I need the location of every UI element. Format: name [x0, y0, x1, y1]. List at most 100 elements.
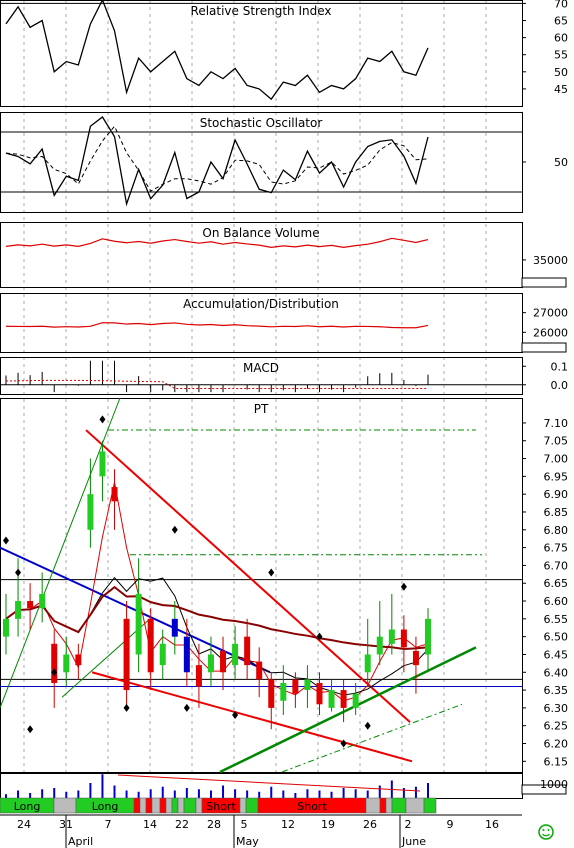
- candle-body: [244, 636, 251, 666]
- signal-segment-neutral: [53, 797, 77, 814]
- signal-segment-neutral: [239, 797, 247, 814]
- signal-segment-long: [171, 797, 179, 814]
- pivot-marker: [99, 415, 106, 424]
- green-trendline-short: [61, 618, 151, 698]
- candle-body: [292, 679, 299, 694]
- x-tick-label: 14: [143, 818, 157, 831]
- signal-segment-long: [391, 797, 407, 814]
- candle-body: [280, 682, 287, 701]
- green-trendline: [219, 646, 477, 774]
- y-tick-label: 7.00: [544, 453, 569, 466]
- moving-average-long: [5, 585, 429, 650]
- panel-title-ad: Accumulation/Distribution: [183, 297, 339, 311]
- ad-line: [5, 322, 429, 329]
- panel-title-price: PT: [254, 402, 269, 416]
- y-tick-label: 6.30: [544, 702, 569, 715]
- candle-body: [15, 601, 22, 619]
- signal-label: Short: [206, 800, 236, 813]
- y-tick-label: 6.55: [544, 613, 569, 626]
- candle-body: [220, 650, 227, 673]
- red-trendline-lower: [91, 671, 413, 763]
- volume-trend-line: [117, 774, 421, 792]
- y-tick-label: 1000: [540, 778, 568, 791]
- candle-body: [87, 494, 94, 530]
- signal-segment-short: [145, 797, 153, 814]
- month-label: April: [68, 835, 93, 848]
- candle-body: [75, 654, 82, 666]
- y-tick-label: 27000: [533, 307, 568, 320]
- y-tick-label: 35000: [533, 254, 568, 267]
- candle-body: [412, 650, 419, 666]
- pivot-marker: [27, 725, 34, 734]
- x-tick-label: 28: [207, 818, 221, 831]
- candle-body: [425, 618, 431, 655]
- y-tick-label: 6.85: [544, 506, 569, 519]
- rsi-line: [5, 0, 429, 101]
- candle-body: [207, 654, 214, 673]
- y-tick-label: 0.0: [551, 379, 569, 392]
- y-tick-label: 6.25: [544, 720, 569, 733]
- x-tick-label: 22: [175, 818, 189, 831]
- x-tick-label: 19: [321, 818, 335, 831]
- obv-scale-box: [521, 277, 567, 288]
- smiley-eye: [542, 829, 545, 831]
- candle-body: [316, 682, 323, 705]
- y-tick-label: 60: [554, 32, 568, 45]
- candle-body: [256, 661, 263, 680]
- panel-title-rsi: Relative Strength Index: [191, 4, 332, 18]
- candle-body: [63, 654, 70, 673]
- y-tick-label: 6.75: [544, 542, 569, 555]
- green-channel-line: [281, 703, 463, 773]
- x-tick-label: 26: [363, 818, 377, 831]
- x-tick-label: 2: [405, 818, 412, 831]
- candle-body: [51, 643, 58, 683]
- candle-body: [3, 618, 9, 637]
- candle-body: [352, 693, 359, 708]
- candle-body: [388, 629, 395, 644]
- y-tick-label: 6.65: [544, 577, 569, 590]
- signal-segment-neutral: [165, 797, 173, 814]
- y-tick-label: 26000: [533, 326, 568, 339]
- x-tick-label: 7: [105, 818, 112, 831]
- candle-body: [39, 593, 46, 609]
- candle-body: [183, 636, 190, 673]
- y-tick-label: 7.10: [544, 417, 569, 430]
- y-tick-label: 6.80: [544, 524, 569, 537]
- signal-segment-short: [159, 797, 167, 814]
- y-tick-label: 0.1: [551, 360, 569, 373]
- smiley-face: [538, 824, 554, 840]
- signal-segment-short: [379, 797, 387, 814]
- pivot-marker: [51, 668, 58, 677]
- signal-label: Long: [14, 800, 41, 813]
- signal-segment-long: [245, 797, 259, 814]
- candle-body: [195, 665, 202, 687]
- volume-scale-box: [521, 784, 567, 795]
- y-tick-label: 6.95: [544, 470, 569, 483]
- candle-body: [159, 643, 166, 666]
- panel-frame-rsi: [0, 0, 523, 107]
- x-tick-label: 16: [485, 818, 499, 831]
- panel-title-stoch: Stochastic Oscillator: [200, 116, 323, 130]
- pivot-marker: [171, 525, 178, 534]
- y-tick-label: 6.90: [544, 488, 569, 501]
- signal-segment-neutral: [151, 797, 161, 814]
- signal-segment-short: [133, 797, 141, 814]
- red-trendline-upper: [85, 429, 411, 723]
- candle-body: [232, 643, 239, 666]
- x-tick-label: 12: [281, 818, 295, 831]
- signal-segment-neutral: [195, 797, 203, 814]
- y-tick-label: 50: [554, 66, 568, 79]
- signal-segment-neutral: [177, 797, 185, 814]
- candle-body: [304, 679, 311, 691]
- candle-body: [99, 451, 106, 477]
- y-tick-label: 45: [554, 83, 568, 96]
- pivot-marker: [364, 721, 371, 730]
- pivot-marker: [316, 632, 323, 641]
- y-tick-label: 6.60: [544, 595, 569, 608]
- x-tick-label: 24: [17, 818, 31, 831]
- candle-body: [328, 690, 335, 708]
- candle-body: [400, 629, 407, 648]
